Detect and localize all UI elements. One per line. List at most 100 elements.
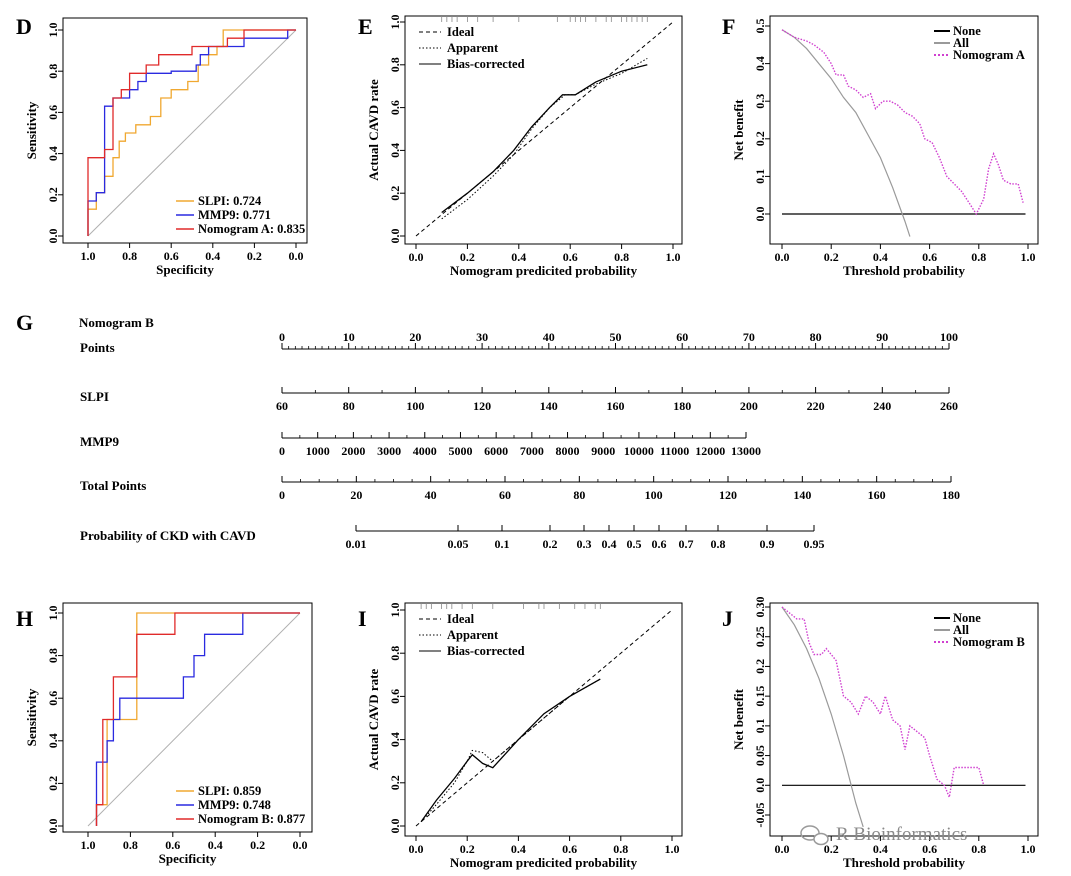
y-tick-label: 0.15	[753, 686, 767, 707]
y-tick-label: 0.2	[46, 187, 60, 202]
plot-area	[87, 612, 301, 827]
nomogram-tick-label: 240	[873, 399, 891, 413]
dca-all-line	[781, 29, 911, 237]
y-tick-label: 0.0	[388, 229, 402, 244]
y-tick-label: 0.5	[753, 19, 767, 34]
x-axis-title: Threshold probability	[843, 855, 965, 870]
nomogram-tick-label: 12000	[695, 444, 725, 458]
nomogram-row-label: MMP9	[80, 434, 119, 449]
y-tick-label: 0.2	[388, 186, 402, 201]
legend-label: None	[953, 24, 981, 38]
y-tick-label: 0.05	[753, 745, 767, 766]
nomogram-tick-label: 10000	[624, 444, 654, 458]
calibration-chart-e: 0.0 0.2 0.4 0.6 0.8 1.0 0.0 0.2 0.4 0.6 0.8 1.0 Nomo…	[366, 15, 683, 278]
x-axis-title: Specificity	[156, 262, 214, 277]
nomogram-tick-label: 140	[540, 399, 558, 413]
plot-frame	[769, 15, 1039, 245]
y-tick-label: 0.4	[753, 56, 767, 71]
legend-label: None	[953, 611, 981, 625]
x-tick-label: 0.4	[873, 842, 888, 856]
dca-chart-j: 0.0 0.2 0.4 0.6 0.8 1.0 -0.05 0.0 0.05 0.1 0.15 0.2…	[731, 597, 1039, 870]
nomogram-tick-label: 90	[876, 330, 888, 344]
nomogram-tick-label: 2000	[341, 444, 365, 458]
y-tick-label: 0.4	[388, 732, 402, 747]
nomogram-tick-label: 260	[940, 399, 958, 413]
y-axis-title: Actual CAVD rate	[366, 79, 381, 181]
panel-letter-j: J	[722, 606, 733, 631]
panel-letter-d: D	[16, 14, 32, 39]
nomogram-tick-label: 20	[409, 330, 421, 344]
y-tick-label: 1.0	[46, 23, 60, 38]
nomogram-tick-label: 100	[406, 399, 424, 413]
y-tick-label: 0.8	[46, 64, 60, 79]
y-tick-label: 0.6	[46, 105, 60, 120]
x-tick-label: 0.0	[775, 250, 790, 264]
plot-frame	[404, 15, 683, 245]
nomogram-tick-label: 160	[607, 399, 625, 413]
y-tick-label: 0.4	[46, 733, 60, 748]
legend-label: All	[953, 36, 970, 50]
legend-label: Nomogram B: 0.877	[198, 812, 305, 826]
y-tick-label: 0.0	[753, 207, 767, 222]
x-axis-title: Nomogram predicited probability	[450, 855, 638, 870]
nomogram-tick-label: 60	[276, 399, 288, 413]
calibration-solid-line	[441, 64, 648, 214]
nomogram-tick-label: 30	[476, 330, 488, 344]
nomogram-tick-label: 0.6	[652, 537, 667, 551]
calibration-solid-line	[420, 678, 601, 823]
x-tick-label: 0.4	[511, 842, 526, 856]
plot-frame	[404, 602, 683, 837]
roc-chart-h: 1.0 0.8 0.6 0.4 0.2 0.0 0.0 0.2 0.4 0.6 0.8 1.0 Spec…	[24, 602, 313, 866]
x-tick-label: 0.6	[562, 842, 577, 856]
legend-label: Nomogram A	[953, 48, 1025, 62]
nomogram-tick-label: 120	[473, 399, 491, 413]
plot-area	[781, 606, 1026, 828]
y-axis-title: Sensitivity	[24, 688, 39, 746]
y-tick-label: 0.6	[46, 691, 60, 706]
nomogram-tick-label: 0	[279, 444, 285, 458]
x-tick-label: 0.2	[824, 250, 839, 264]
nomogram-tick-label: 220	[807, 399, 825, 413]
dca-all-line	[781, 606, 864, 828]
nomogram-tick-label: 9000	[591, 444, 615, 458]
nomogram-tick-label: 0.1	[495, 537, 510, 551]
x-tick-label: 0.8	[123, 838, 138, 852]
legend-label: Bias-corrected	[447, 57, 525, 71]
x-tick-label: 0.4	[873, 250, 888, 264]
roc-chart-d: 1.0 0.8 0.6 0.4 0.2 0.0 0.0 0.2 0.4 0.6 0.8 1.0 Spec…	[24, 17, 308, 277]
y-tick-label: 0.0	[388, 819, 402, 834]
nomogram-tick-label: 50	[610, 330, 622, 344]
nomogram-tick-label: 140	[793, 488, 811, 502]
nomogram-row-label: SLPI	[80, 389, 109, 404]
y-tick-label: 0.30	[753, 597, 767, 618]
nomogram-tick-label: 160	[868, 488, 886, 502]
y-tick-label: 0.4	[388, 143, 402, 158]
x-tick-label: 0.2	[247, 249, 262, 263]
diagonal-reference-line	[87, 29, 297, 237]
legend-label: SLPI: 0.859	[198, 784, 261, 798]
x-tick-label: 0.4	[205, 249, 220, 263]
x-tick-label: 0.4	[511, 250, 526, 264]
nomogram-tick-label: 0	[279, 488, 285, 502]
legend-label: MMP9: 0.771	[198, 208, 271, 222]
x-tick-label: 1.0	[81, 838, 96, 852]
nomogram-tick-label: 180	[942, 488, 960, 502]
x-tick-label: 0.0	[293, 838, 308, 852]
calibration-chart-i: 0.0 0.2 0.4 0.6 0.8 1.0 0.0 0.2 0.4 0.6 0.8 1.0 Nomo…	[366, 602, 683, 870]
y-tick-label: 0.1	[753, 718, 767, 733]
y-tick-label: 0.0	[753, 778, 767, 793]
roc-curve-nomogram	[87, 29, 296, 236]
y-axis-title: Net benefit	[731, 688, 746, 750]
nomogram-tick-label: 70	[743, 330, 755, 344]
nomogram-tick-label: 0.4	[602, 537, 617, 551]
nomogram-tick-label: 0.7	[679, 537, 694, 551]
x-tick-label: 0.6	[922, 842, 937, 856]
y-tick-label: 0.6	[388, 689, 402, 704]
legend-label: Bias-corrected	[447, 644, 525, 658]
legend-label: SLPI: 0.724	[198, 194, 262, 208]
nomogram-tick-label: 0	[279, 330, 285, 344]
y-tick-label: 0.0	[46, 229, 60, 244]
plot-frame	[62, 17, 308, 244]
nomogram-tick-label: 100	[940, 330, 958, 344]
